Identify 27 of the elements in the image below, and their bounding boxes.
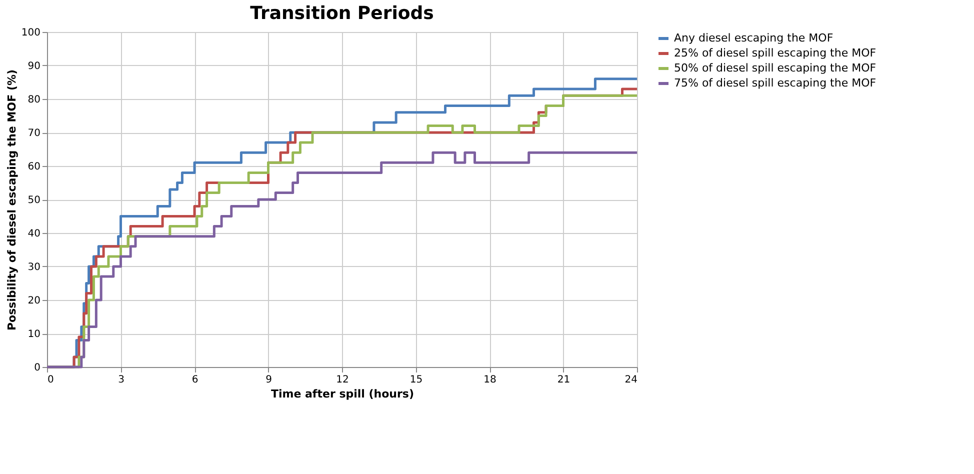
- x-tick-label: 15: [410, 374, 423, 386]
- x-tick-label: 24: [624, 374, 638, 386]
- y-axis-title: Possibility of diesel escaping the MOF (%): [5, 69, 18, 331]
- x-tick-label: 3: [118, 374, 124, 386]
- x-axis-title: Time after spill (hours): [270, 388, 414, 400]
- y-tick-label: 100: [21, 28, 40, 38]
- y-tick-label: 30: [28, 262, 40, 273]
- x-tick-label: 18: [484, 374, 496, 386]
- chart-title: Transition Periods: [250, 3, 434, 24]
- y-tick-label: 10: [28, 329, 40, 340]
- legend-label: 25% of diesel spill escaping the MOF: [674, 46, 876, 60]
- y-tick-label: 70: [28, 128, 40, 139]
- x-tick-label: 0: [48, 374, 54, 386]
- x-tick-label: 9: [266, 374, 272, 386]
- y-tick-label: 90: [28, 61, 40, 72]
- y-tick-label: 0: [34, 362, 40, 374]
- x-tick-label: 6: [192, 374, 198, 386]
- y-tick-label: 60: [28, 162, 40, 172]
- x-tick-label: 21: [557, 374, 570, 386]
- y-tick-label: 80: [28, 94, 40, 106]
- legend-label: Any diesel escaping the MOF: [674, 32, 834, 44]
- legend-label: 50% of diesel spill escaping the MOF: [674, 62, 876, 74]
- legend-label: 75% of diesel spill escaping the MOF: [674, 76, 876, 90]
- y-tick-label: 50: [28, 195, 40, 206]
- x-tick-label: 12: [336, 374, 349, 386]
- y-tick-label: 20: [28, 296, 40, 306]
- y-tick-label: 40: [28, 228, 40, 240]
